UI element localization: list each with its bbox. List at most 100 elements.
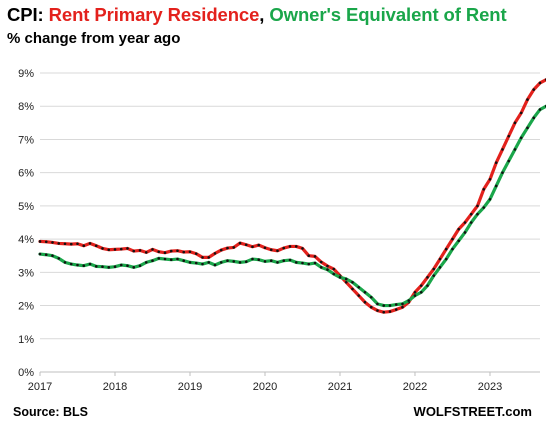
data-point bbox=[444, 247, 448, 251]
data-point bbox=[82, 244, 86, 248]
y-tick-label: 0% bbox=[18, 367, 34, 379]
data-point bbox=[438, 257, 442, 261]
data-point bbox=[126, 247, 129, 250]
data-point bbox=[426, 284, 429, 287]
x-tick-label: 2019 bbox=[178, 381, 202, 393]
data-point bbox=[282, 246, 286, 250]
data-point bbox=[44, 240, 48, 244]
data-point bbox=[257, 243, 261, 247]
data-point bbox=[469, 212, 473, 216]
data-point bbox=[476, 204, 479, 208]
data-point bbox=[319, 266, 323, 269]
data-point bbox=[294, 261, 298, 264]
data-point bbox=[44, 253, 48, 257]
data-point bbox=[232, 260, 236, 263]
series-line-rent-primary bbox=[38, 78, 546, 314]
data-point bbox=[63, 261, 67, 264]
data-point bbox=[157, 250, 161, 254]
data-point bbox=[532, 88, 536, 91]
data-point bbox=[176, 249, 179, 253]
data-point bbox=[201, 262, 204, 266]
data-point bbox=[88, 262, 92, 266]
data-point bbox=[401, 305, 404, 309]
data-point bbox=[519, 136, 523, 140]
brand-label: WOLFSTREET.com bbox=[413, 404, 532, 419]
data-point bbox=[526, 126, 529, 130]
data-point bbox=[126, 264, 129, 267]
data-point bbox=[144, 251, 148, 254]
data-point bbox=[88, 242, 92, 245]
data-point bbox=[276, 249, 279, 253]
title-separator: , bbox=[259, 4, 270, 25]
data-point bbox=[169, 249, 173, 253]
data-point bbox=[432, 267, 436, 271]
data-point bbox=[301, 247, 304, 250]
data-point bbox=[363, 290, 367, 294]
data-point bbox=[213, 263, 217, 267]
data-point bbox=[38, 252, 42, 256]
data-point bbox=[519, 111, 523, 115]
data-point bbox=[307, 254, 311, 258]
x-tick-label: 2022 bbox=[403, 381, 427, 393]
data-point bbox=[338, 276, 342, 279]
data-point bbox=[538, 81, 542, 85]
data-point bbox=[438, 266, 442, 269]
y-tick-label: 2% bbox=[18, 301, 34, 313]
data-point bbox=[69, 242, 73, 246]
title-series-oer: Owner's Equivalent of Rent bbox=[269, 4, 507, 25]
data-point bbox=[251, 245, 254, 249]
data-point bbox=[288, 258, 292, 262]
data-point bbox=[76, 242, 79, 246]
data-point bbox=[332, 272, 336, 276]
data-point bbox=[119, 263, 123, 267]
data-point bbox=[194, 261, 198, 265]
data-point bbox=[313, 255, 317, 258]
y-tick-label: 3% bbox=[18, 267, 34, 279]
data-point bbox=[57, 242, 61, 245]
data-point bbox=[413, 294, 417, 297]
data-point bbox=[382, 304, 386, 307]
data-point bbox=[488, 178, 492, 181]
chart-title: CPI: Rent Primary Residence, Owner's Equ… bbox=[7, 4, 507, 26]
axes bbox=[39, 371, 540, 376]
x-tick-label: 2023 bbox=[478, 381, 502, 393]
data-point bbox=[332, 267, 336, 271]
data-point bbox=[269, 248, 273, 252]
data-point bbox=[463, 221, 467, 224]
data-point bbox=[207, 256, 211, 259]
data-point bbox=[151, 248, 154, 251]
data-point bbox=[501, 171, 504, 174]
data-point bbox=[419, 290, 423, 294]
data-point bbox=[151, 259, 154, 263]
data-point bbox=[76, 263, 79, 267]
data-point bbox=[119, 247, 123, 251]
data-point bbox=[469, 221, 473, 224]
data-point bbox=[394, 308, 398, 311]
gridlines bbox=[40, 72, 540, 340]
data-point bbox=[444, 257, 448, 261]
data-point bbox=[213, 252, 217, 255]
data-point bbox=[482, 206, 486, 209]
data-point bbox=[276, 261, 279, 264]
data-point bbox=[226, 246, 229, 250]
data-point bbox=[457, 239, 461, 243]
data-point bbox=[463, 231, 467, 234]
y-tick-label: 4% bbox=[18, 234, 34, 246]
data-point bbox=[482, 187, 486, 191]
data-point bbox=[157, 257, 161, 260]
data-point bbox=[257, 258, 261, 262]
x-tick-label: 2020 bbox=[253, 381, 277, 393]
data-point bbox=[326, 264, 329, 268]
data-point bbox=[94, 265, 98, 268]
data-point bbox=[394, 303, 398, 306]
data-point bbox=[194, 252, 198, 256]
data-point bbox=[319, 260, 323, 264]
x-axis-labels: 2017 2018 2019 2020 2021 2022 2023 bbox=[28, 381, 502, 393]
x-tick-label: 2018 bbox=[103, 381, 127, 393]
data-point bbox=[182, 250, 186, 254]
data-point bbox=[513, 148, 517, 151]
data-point bbox=[376, 309, 379, 312]
data-point bbox=[313, 261, 317, 265]
data-point bbox=[219, 248, 223, 252]
